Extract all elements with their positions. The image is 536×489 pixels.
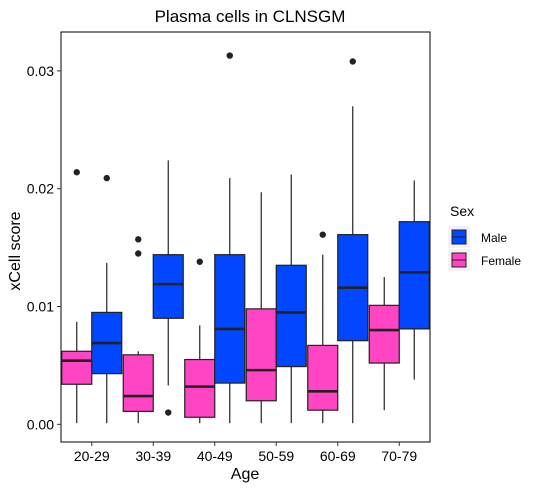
female-box-group: [61, 169, 93, 424]
female-box-group: [122, 236, 154, 424]
female-box: [368, 304, 400, 364]
male-outlier-point: [103, 174, 110, 182]
female-box: [307, 344, 339, 411]
female-box: [122, 354, 154, 412]
female-box: [184, 358, 216, 418]
male-outlier-point: [226, 52, 233, 59]
y-axis: 0.00 0.01 0.02 0.03: [27, 63, 61, 432]
y-tick-label: 0.02: [27, 181, 54, 197]
legend-label: Female: [481, 254, 521, 268]
male-box-group: [152, 160, 184, 416]
male-box-group: [275, 174, 307, 424]
male-box: [275, 264, 307, 368]
female-outlier-point: [135, 250, 142, 257]
x-axis-label: Age: [231, 466, 260, 483]
legend-title: Sex: [450, 203, 474, 219]
female-outlier-point: [135, 236, 142, 243]
male-outlier-point: [349, 58, 356, 65]
male-outlier-point: [165, 409, 172, 416]
x-tick-label: 50-59: [258, 448, 294, 464]
plot-panel: [60, 31, 431, 443]
x-axis: 20-29 30-39 40-49 50-59 60-69 70-79: [74, 442, 417, 464]
male-box-group: [337, 58, 369, 424]
y-axis-label: xCell score: [7, 211, 24, 290]
chart-title: Plasma cells in CLNSGM: [155, 7, 346, 26]
y-tick-label: 0.01: [27, 299, 54, 315]
female-outlier-point: [73, 169, 80, 176]
x-tick-label: 70-79: [381, 448, 417, 464]
female-box-group: [184, 258, 216, 424]
male-box: [214, 254, 246, 384]
box-layer: [61, 52, 430, 424]
female-box-group: [245, 192, 277, 424]
legend: Sex Male Female: [448, 203, 521, 271]
male-box-group: [214, 52, 246, 424]
female-box-group: [307, 231, 339, 424]
y-tick-label: 0.03: [27, 63, 54, 79]
legend-label: Male: [481, 231, 507, 245]
female-box: [61, 350, 93, 385]
female-box: [245, 308, 277, 402]
x-tick-label: 40-49: [197, 448, 233, 464]
y-tick-label: 0.00: [27, 416, 54, 432]
female-box-group: [368, 277, 400, 411]
x-tick-label: 20-29: [74, 448, 110, 464]
female-outlier-point: [319, 231, 326, 238]
male-box-group: [398, 180, 430, 380]
x-tick-label: 60-69: [320, 448, 356, 464]
x-tick-label: 30-39: [135, 448, 171, 464]
male-box: [398, 221, 430, 330]
female-outlier-point: [196, 258, 203, 265]
male-box-group: [91, 174, 123, 424]
male-box: [152, 254, 184, 319]
